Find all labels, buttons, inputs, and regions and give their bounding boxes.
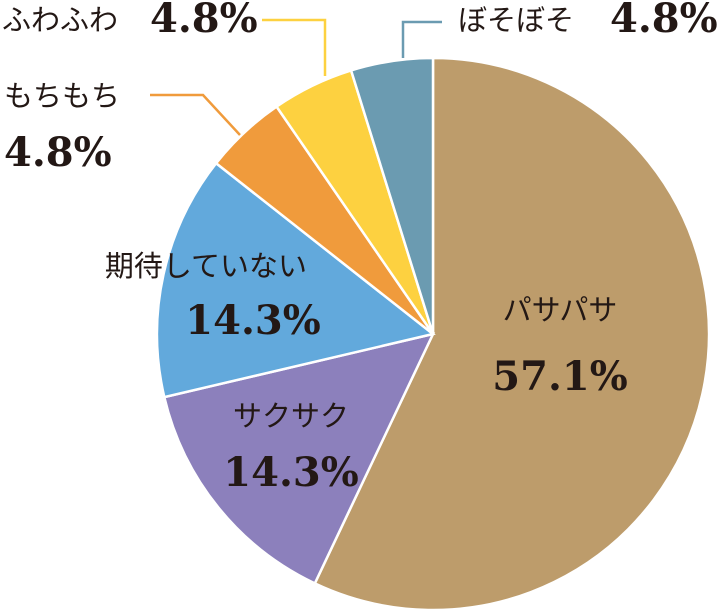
pie-slice bbox=[313, 56, 711, 612]
slice-label: サクサク bbox=[233, 399, 349, 433]
value-label: 4.8% bbox=[150, 0, 258, 42]
value-label: 57.1% bbox=[492, 353, 627, 400]
value-label: 14.3% bbox=[185, 297, 320, 344]
leader-line bbox=[262, 18, 327, 76]
pie-slice bbox=[155, 161, 436, 399]
leader-line bbox=[401, 20, 442, 58]
pie-slice bbox=[349, 56, 435, 335]
value-label: 14.3% bbox=[223, 449, 358, 496]
leader-line bbox=[150, 93, 241, 136]
slice-label: 期待していない bbox=[105, 249, 307, 283]
value-label: 4.8% bbox=[610, 0, 718, 42]
slice-label: もちもち bbox=[4, 79, 120, 113]
pie-slice bbox=[162, 332, 436, 586]
slice-label: ぼそぼそ bbox=[458, 3, 574, 37]
slice-label: ふわふわ bbox=[2, 3, 118, 37]
value-label: 4.8% bbox=[4, 129, 112, 176]
slice-label: パサパサ bbox=[503, 293, 618, 327]
